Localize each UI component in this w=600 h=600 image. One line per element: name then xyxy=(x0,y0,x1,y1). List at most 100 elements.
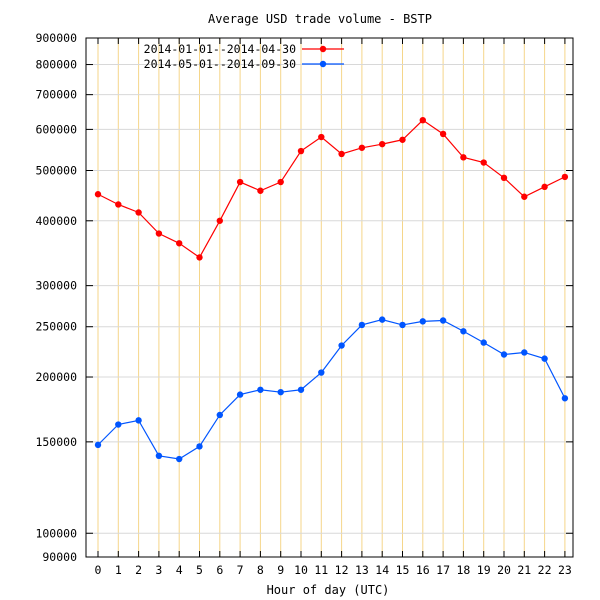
data-point xyxy=(236,391,244,398)
y-tick-label: 300000 xyxy=(35,279,77,293)
data-point xyxy=(277,178,284,186)
data-point xyxy=(196,443,203,450)
x-axis-label: Hour of day (UTC) xyxy=(267,583,390,597)
data-point xyxy=(216,217,223,224)
x-tick-label: 5 xyxy=(196,563,203,577)
x-tick-label: 19 xyxy=(477,563,491,577)
data-point xyxy=(521,193,528,200)
data-point xyxy=(399,136,406,143)
y-tick-label: 90000 xyxy=(42,550,77,564)
y-tick-label: 700000 xyxy=(35,88,77,102)
data-point xyxy=(297,147,305,155)
x-tick-label: 17 xyxy=(436,563,450,577)
x-tick-label: 14 xyxy=(375,563,389,577)
data-point xyxy=(541,183,548,191)
data-point xyxy=(439,317,447,324)
y-tick-label: 600000 xyxy=(35,122,77,136)
data-point xyxy=(419,318,426,325)
legend-swatch-point xyxy=(319,60,327,68)
data-point xyxy=(379,316,386,323)
series-line xyxy=(97,319,566,460)
series xyxy=(94,116,569,463)
data-point xyxy=(115,201,122,208)
data-point xyxy=(176,455,183,463)
x-tick-label: 22 xyxy=(538,563,552,577)
data-point xyxy=(318,133,325,141)
data-point xyxy=(500,174,508,182)
x-tick-label: 9 xyxy=(277,563,284,577)
data-point xyxy=(561,173,569,181)
x-tick-label: 20 xyxy=(497,563,511,577)
data-point xyxy=(480,159,487,166)
x-tick-label: 16 xyxy=(416,563,430,577)
data-point xyxy=(460,154,467,161)
data-point xyxy=(358,144,366,151)
y-tick-label: 400000 xyxy=(35,214,77,228)
x-tick-label: 11 xyxy=(314,563,328,577)
legend: 2014-01-01--2014-04-302014-05-01--2014-0… xyxy=(144,42,344,71)
x-tick-label: 8 xyxy=(257,563,264,577)
legend-label: 2014-05-01--2014-09-30 xyxy=(144,57,296,71)
data-point xyxy=(257,187,264,194)
data-point xyxy=(236,178,244,186)
x-tick-label: 15 xyxy=(396,563,410,577)
x-tick-label: 10 xyxy=(294,563,308,577)
legend-swatch-point xyxy=(319,45,327,53)
x-tick-label: 18 xyxy=(456,563,470,577)
x-tick-label: 3 xyxy=(155,563,162,577)
data-point xyxy=(277,388,284,396)
series-line xyxy=(97,119,566,259)
data-point xyxy=(419,116,426,124)
data-point xyxy=(561,395,569,402)
axis-ticks xyxy=(86,37,573,558)
y-tick-label: 800000 xyxy=(35,58,77,72)
series-2 xyxy=(94,316,569,463)
data-point xyxy=(196,254,203,261)
data-point xyxy=(358,321,366,329)
data-point xyxy=(115,421,122,428)
series-1 xyxy=(94,116,569,261)
data-point xyxy=(94,441,102,449)
y-tick-label: 250000 xyxy=(35,320,77,334)
y-tick-label: 900000 xyxy=(35,31,77,45)
data-point xyxy=(135,209,142,216)
data-point xyxy=(338,342,345,349)
data-point xyxy=(460,328,467,335)
data-point xyxy=(176,240,183,247)
x-tick-label: 12 xyxy=(335,563,349,577)
data-point xyxy=(541,355,548,362)
x-tick-label: 0 xyxy=(95,563,102,577)
data-point xyxy=(399,321,406,329)
grid xyxy=(86,37,573,558)
data-point xyxy=(94,191,102,198)
x-tick-label: 6 xyxy=(216,563,223,577)
x-tick-label: 21 xyxy=(517,563,531,577)
data-point xyxy=(135,417,142,424)
data-point xyxy=(318,369,325,376)
data-point xyxy=(338,150,345,158)
y-tick-label: 200000 xyxy=(35,370,77,384)
x-tick-label: 4 xyxy=(176,563,183,577)
data-point xyxy=(216,411,223,419)
data-point xyxy=(439,130,447,138)
data-point xyxy=(379,140,386,148)
y-tick-label: 100000 xyxy=(35,526,77,540)
data-point xyxy=(480,339,487,346)
x-tick-labels: 0 1 2 3 4 5 6 7 8 9 10 11 12 13 14 15 16 17 18 19 20 21 22 23 xyxy=(95,563,572,577)
data-point xyxy=(500,351,508,358)
x-tick-label: 7 xyxy=(237,563,244,577)
data-point xyxy=(155,452,163,460)
x-tick-label: 23 xyxy=(558,563,572,577)
data-point xyxy=(297,386,305,393)
data-point xyxy=(521,349,528,356)
y-tick-label: 150000 xyxy=(35,435,77,449)
legend-label: 2014-01-01--2014-04-30 xyxy=(144,42,296,56)
chart-title: Average USD trade volume - BSTP xyxy=(208,12,432,26)
y-tick-label: 500000 xyxy=(35,163,77,177)
x-tick-label: 2 xyxy=(135,563,142,577)
plot-frame xyxy=(85,37,574,558)
x-tick-label: 13 xyxy=(355,563,369,577)
y-tick-labels: 90000 100000 150000 200000 250000 300000 40000… xyxy=(35,31,77,564)
data-point xyxy=(257,386,264,393)
